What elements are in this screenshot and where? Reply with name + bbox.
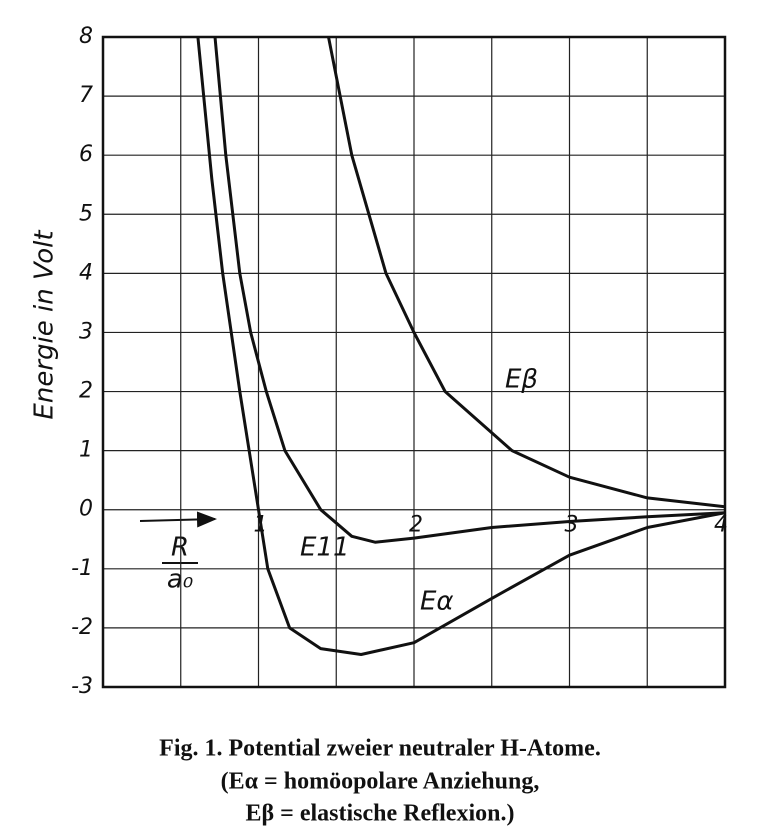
- y-tick-label: 8: [79, 24, 93, 49]
- plot-frame: [101, 35, 727, 689]
- x-axis-arrow: [139, 511, 217, 528]
- y-tick-label: 1: [79, 438, 93, 463]
- y-tick-label: 6: [79, 142, 93, 167]
- x-tick-label: 2: [409, 513, 423, 538]
- series-label: Eβ: [505, 365, 538, 395]
- y-axis-label: Energie in Volt: [30, 230, 60, 420]
- series-label: Eα: [420, 587, 454, 617]
- caption-line: (Eα = homöopolare Anziehung,: [221, 769, 540, 795]
- y-tick-label: -1: [71, 556, 93, 581]
- x-tick-label: 3: [565, 513, 579, 538]
- y-tick-label: -2: [71, 615, 93, 640]
- y-tick-label: 4: [79, 260, 93, 285]
- curve: [213, 37, 725, 544]
- curve: [196, 37, 725, 656]
- y-tick-label: 3: [79, 319, 93, 344]
- y-tick-label: 7: [79, 83, 93, 108]
- series-label: E11: [300, 533, 350, 563]
- caption-line: Eβ = elastische Reflexion.): [246, 801, 515, 827]
- x-axis-label-numerator: R: [171, 533, 189, 563]
- curve: [327, 37, 725, 509]
- caption-line: Fig. 1. Potential zweier neutraler H-Ato…: [159, 736, 601, 762]
- y-tick-label: -3: [71, 674, 93, 699]
- y-tick-label: 0: [79, 497, 93, 522]
- y-tick-label: 2: [79, 379, 93, 404]
- y-tick-label: 5: [79, 201, 93, 226]
